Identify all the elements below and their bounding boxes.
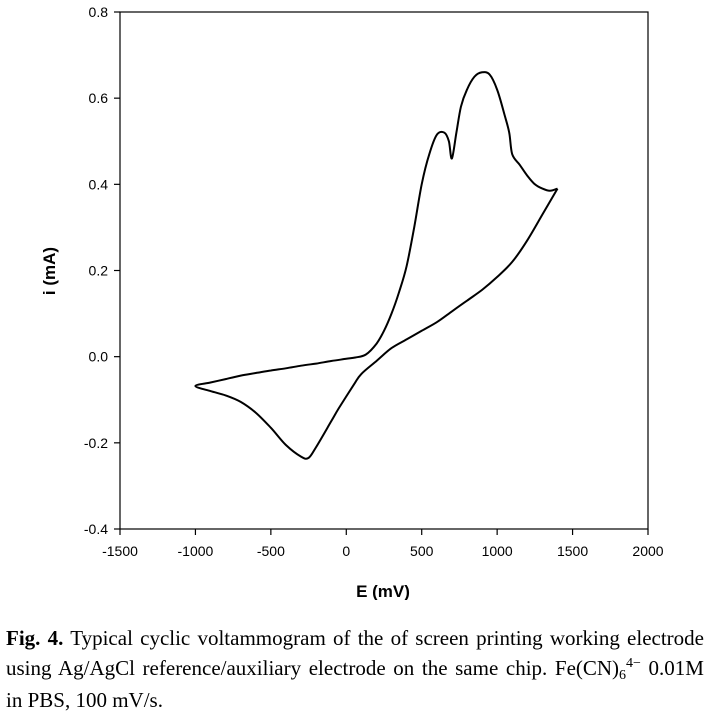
y-tick-label: -0.2 bbox=[84, 435, 108, 451]
plot-frame bbox=[119, 11, 649, 530]
caption-label: Fig. 4. bbox=[6, 626, 64, 650]
figure-caption: Fig. 4. Typical cyclic voltammogram of t… bbox=[6, 626, 704, 713]
voltammogram-chart: -1500 -1000 -500 0 500 1000 1500 2000 -0.4 -0.2 0… bbox=[40, 4, 664, 600]
x-tick-label: 1000 bbox=[482, 543, 513, 559]
x-axis-title: E (mV) bbox=[356, 582, 410, 600]
series-line-cyclic-voltammogram bbox=[194, 71, 559, 460]
caption-subscript: 6 bbox=[619, 668, 627, 683]
y-tick-label: 0.4 bbox=[89, 176, 109, 192]
y-tick-label: 0.0 bbox=[89, 349, 109, 365]
x-tick-label: 2000 bbox=[632, 543, 663, 559]
x-tick-label: -500 bbox=[257, 543, 285, 559]
chart-figure: -1500 -1000 -500 0 500 1000 1500 2000 -0.4 -0.2 0… bbox=[40, 4, 664, 600]
y-tick-label: 0.6 bbox=[89, 90, 109, 106]
caption-text-part2: 0.01M in PBS, 100 mV/s. bbox=[6, 656, 704, 712]
x-axis-ticks: -1500 -1000 -500 0 500 1000 1500 2000 bbox=[102, 529, 664, 559]
y-tick-label: -0.4 bbox=[84, 521, 108, 537]
y-axis-title: i (mA) bbox=[40, 247, 59, 295]
x-tick-label: 0 bbox=[342, 543, 350, 559]
x-tick-label: -1000 bbox=[178, 543, 214, 559]
x-tick-label: -1500 bbox=[102, 543, 138, 559]
y-tick-label: 0.2 bbox=[89, 263, 109, 279]
y-tick-label: 0.8 bbox=[89, 4, 109, 20]
caption-superscript: 4− bbox=[626, 656, 641, 671]
x-tick-label: 500 bbox=[410, 543, 434, 559]
caption-text-part1: Typical cyclic voltammogram of the of sc… bbox=[6, 626, 704, 680]
x-tick-label: 1500 bbox=[557, 543, 588, 559]
y-axis-ticks: -0.4 -0.2 0.0 0.2 0.4 0.6 0.8 bbox=[84, 4, 120, 537]
plot-frame-group bbox=[119, 11, 649, 530]
